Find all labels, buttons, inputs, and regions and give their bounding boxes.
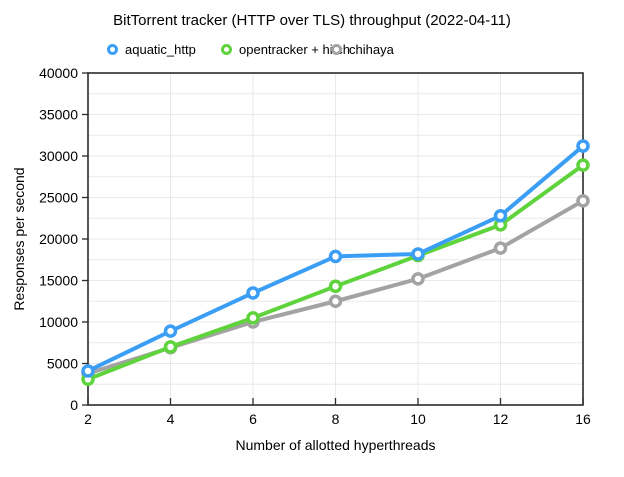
y-tick-label: 10000 xyxy=(39,314,78,330)
chart-title: BitTorrent tracker (HTTP over TLS) throu… xyxy=(113,12,511,29)
data-point-marker xyxy=(411,272,425,286)
x-axis-title: Number of allotted hyperthreads xyxy=(235,437,436,453)
x-tick-label: 10 xyxy=(410,411,426,427)
data-point-marker xyxy=(576,194,590,208)
data-point-marker xyxy=(163,324,178,338)
data-point-marker xyxy=(81,364,95,378)
y-tick-label: 40000 xyxy=(39,65,78,81)
data-point-marker xyxy=(493,209,508,223)
y-tick-label: 15000 xyxy=(39,272,78,288)
legend-item-chihaya: chihaya xyxy=(331,42,394,57)
legend-marker-icon xyxy=(331,44,342,55)
data-point-marker xyxy=(246,311,260,325)
x-tick-label: 6 xyxy=(249,411,257,427)
x-tick-label: 2 xyxy=(84,411,92,427)
data-point-marker xyxy=(328,279,343,294)
data-point-marker xyxy=(328,249,343,264)
x-tick-label: 8 xyxy=(332,411,340,427)
data-point-marker xyxy=(328,294,343,308)
legend-marker-icon xyxy=(107,44,118,55)
data-point-marker xyxy=(576,158,590,172)
legend-label: chihaya xyxy=(349,42,394,57)
legend-item-opentracker-hitch: opentracker + hitch xyxy=(221,42,350,57)
legend-marker-icon xyxy=(221,44,232,55)
x-tick-label: 12 xyxy=(493,411,509,427)
y-tick-label: 20000 xyxy=(39,231,78,247)
x-tick-label: 4 xyxy=(167,411,175,427)
data-point-marker xyxy=(411,247,425,261)
y-tick-label: 25000 xyxy=(39,189,78,205)
legend-label: aquatic_http xyxy=(125,42,196,57)
data-point-marker xyxy=(163,340,178,354)
data-point-marker xyxy=(246,286,260,300)
legend-item-aquatic-http: aquatic_http xyxy=(107,42,196,57)
data-point-marker xyxy=(576,139,590,153)
y-tick-label: 35000 xyxy=(39,106,78,122)
x-tick-label: 16 xyxy=(575,411,591,427)
data-point-marker xyxy=(493,241,508,255)
legend-label: opentracker + hitch xyxy=(239,42,350,57)
y-tick-label: 0 xyxy=(70,397,78,413)
y-tick-label: 5000 xyxy=(47,355,78,371)
y-tick-label: 30000 xyxy=(39,148,78,164)
